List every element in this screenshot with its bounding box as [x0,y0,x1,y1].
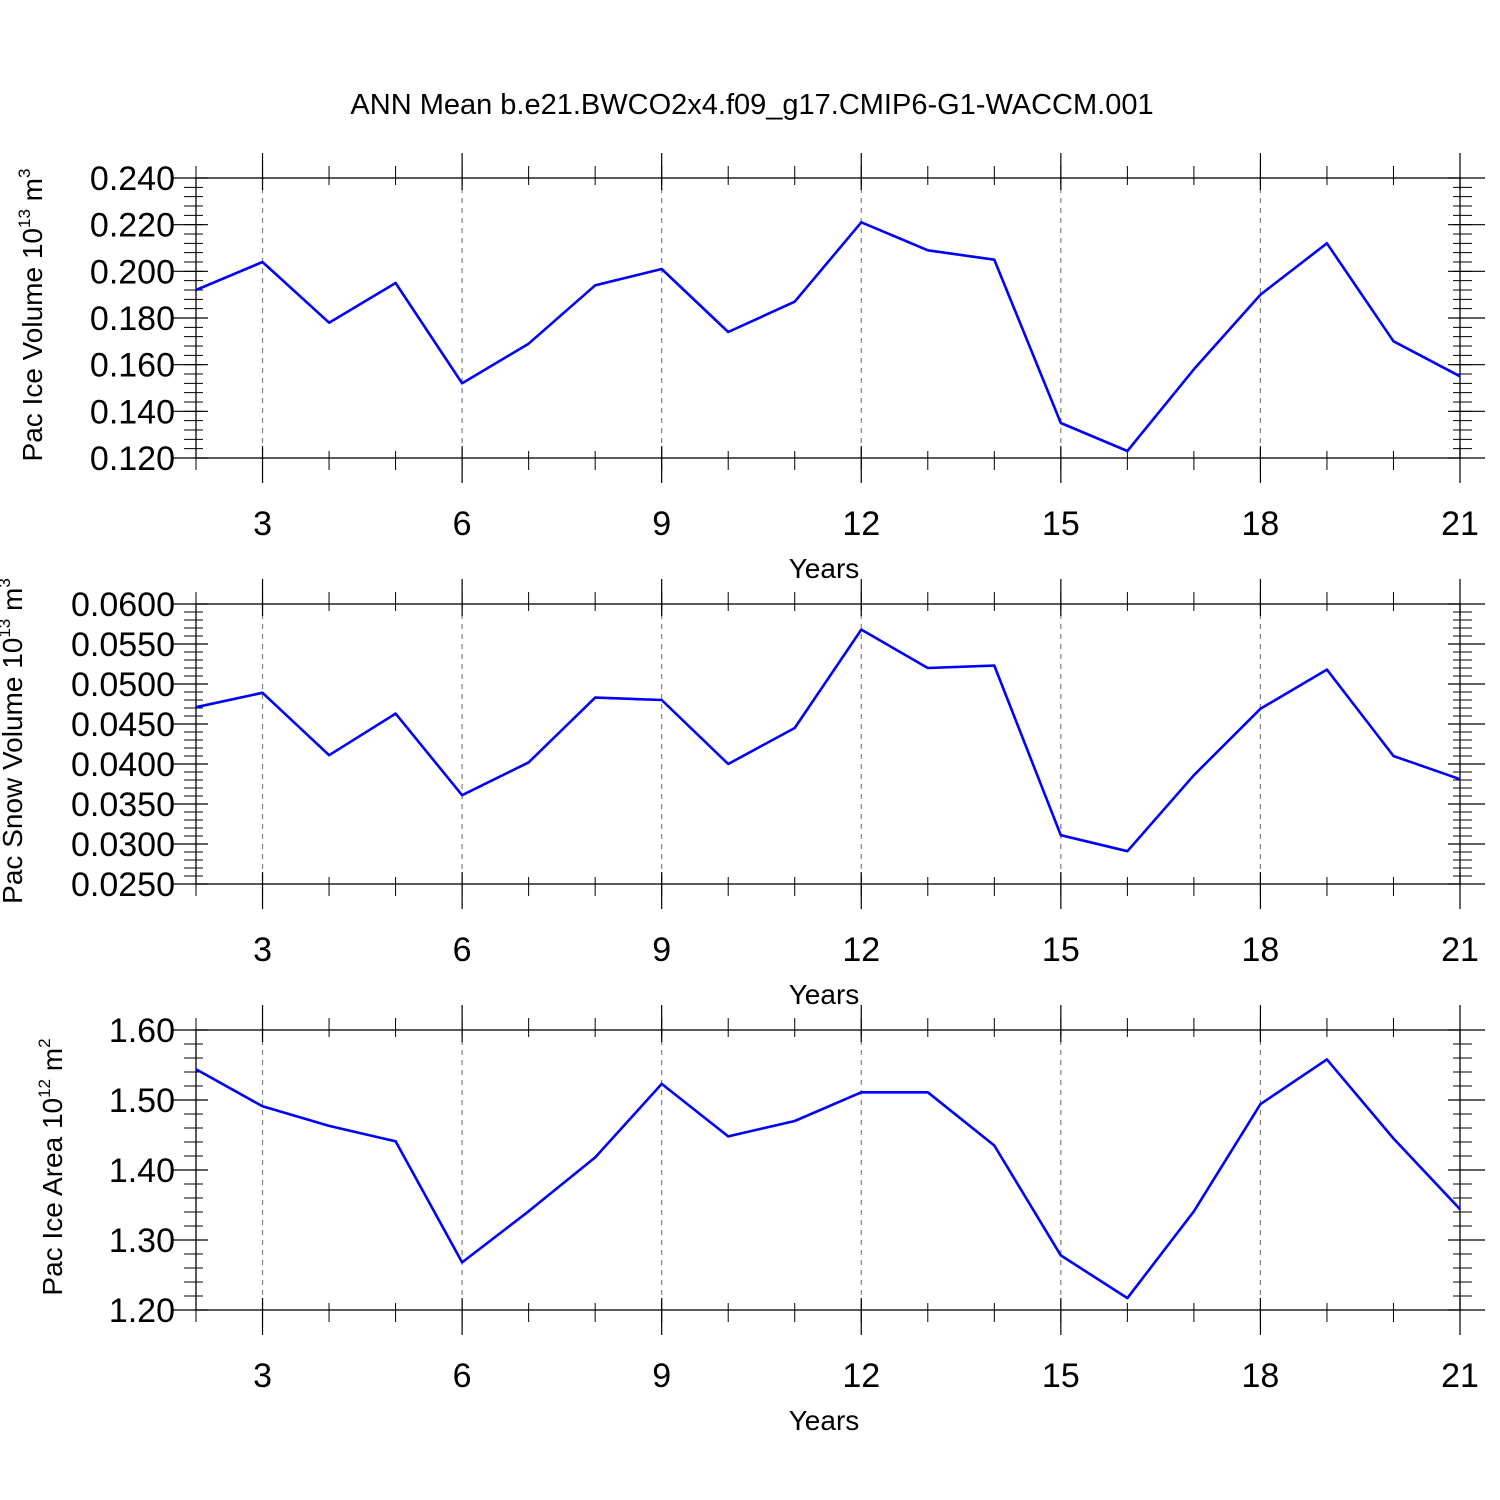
y-axis-label-exponent: 13 [15,209,34,228]
x-tick-label: 12 [842,1357,880,1395]
y-tick-label: 0.0450 [71,706,175,744]
chart-panel-3: 3 6 9 12 15 18 21 1.20 1.30 1.40 1.50 1.60 Years Pac … [35,1005,1485,1436]
y-axis-label-exponent: 3 [15,169,34,178]
y-tick-label: 1.30 [109,1222,175,1260]
x-axis-label: Years [789,553,860,584]
x-tick-label: 6 [453,931,472,969]
x-axis-label: Years [789,1405,860,1436]
y-axis-label-text: Pac Ice Area 10 [37,1098,68,1296]
x-tick-label: 9 [652,505,671,543]
y-axis-label: Pac Snow Volume 1013 m3 [0,578,28,904]
y-tick-label: 0.0300 [71,826,175,864]
x-tick-label: 21 [1441,931,1479,969]
chart-panel-1: 3 6 9 12 15 18 21 0.120 0.140 0.160 0.180 0.200 0.22… [15,153,1485,584]
y-axis-label-exponent: 12 [35,1079,54,1098]
x-tick-label: 6 [453,505,472,543]
x-tick-label: 6 [453,1357,472,1395]
x-tick-label: 3 [253,931,272,969]
y-tick-label: 0.0550 [71,626,175,664]
y-tick-label: 1.20 [109,1292,175,1330]
x-tick-label: 21 [1441,505,1479,543]
plot-frame [195,177,1461,459]
y-tick-label: 0.0350 [71,786,175,824]
panels: 3 6 9 12 15 18 21 0.120 0.140 0.160 0.180 0.200 0.22… [0,153,1485,1436]
y-axis-label-text: Pac Ice Volume 10 [17,228,48,461]
y-tick-label: 0.200 [90,253,175,291]
y-tick-label: 0.160 [90,347,175,385]
figure-title: ANN Mean b.e21.BWCO2x4.f09_g17.CMIP6-G1-… [350,89,1153,121]
y-axis-label-text: m [0,588,28,619]
y-axis-label-text: m [17,178,48,209]
y-axis-label-exponent: 3 [0,578,14,587]
y-axis-label: Pac Ice Volume 1013 m3 [15,169,48,462]
y-tick-label: 0.0250 [71,866,175,904]
x-tick-label: 15 [1042,505,1080,543]
y-axis-label-exponent: 13 [0,619,14,638]
y-tick-label: 0.0500 [71,666,175,704]
x-tick-label: 3 [253,1357,272,1395]
y-tick-label: 1.40 [109,1152,175,1190]
plot-frame [195,603,1461,885]
series-line [195,628,1461,853]
y-axis-label: Pac Ice Area 1012 m2 [35,1038,68,1295]
y-tick-label: 1.60 [109,1012,175,1050]
x-tick-label: 15 [1042,1357,1080,1395]
y-axis-label-text: m [37,1048,68,1079]
x-tick-label: 12 [842,931,880,969]
y-axis-label-text: Pac Snow Volume 10 [0,638,28,904]
y-tick-label: 0.0400 [71,746,175,784]
y-tick-label: 0.140 [90,393,175,431]
y-tick-label: 0.120 [90,440,175,478]
y-tick-label: 0.180 [90,300,175,338]
y-tick-label: 0.240 [90,160,175,198]
x-tick-label: 9 [652,931,671,969]
y-tick-label: 0.220 [90,207,175,245]
x-tick-label: 12 [842,505,880,543]
x-tick-label: 21 [1441,1357,1479,1395]
x-tick-label: 3 [253,505,272,543]
series-line [195,1058,1461,1300]
y-axis-label-exponent: 2 [35,1038,54,1047]
y-tick-label: 1.50 [109,1082,175,1120]
y-tick-label: 0.0600 [71,586,175,624]
x-tick-label: 15 [1042,931,1080,969]
x-tick-label: 18 [1242,931,1280,969]
x-tick-label: 18 [1242,505,1280,543]
series-line [195,221,1461,453]
plot-frame [195,1029,1461,1311]
x-tick-label: 18 [1242,1357,1280,1395]
x-tick-label: 9 [652,1357,671,1395]
x-axis-label: Years [789,979,860,1010]
chart-panel-2: 3 6 9 12 15 18 21 0.02500.03000.03500.04000.045… [0,578,1485,1010]
